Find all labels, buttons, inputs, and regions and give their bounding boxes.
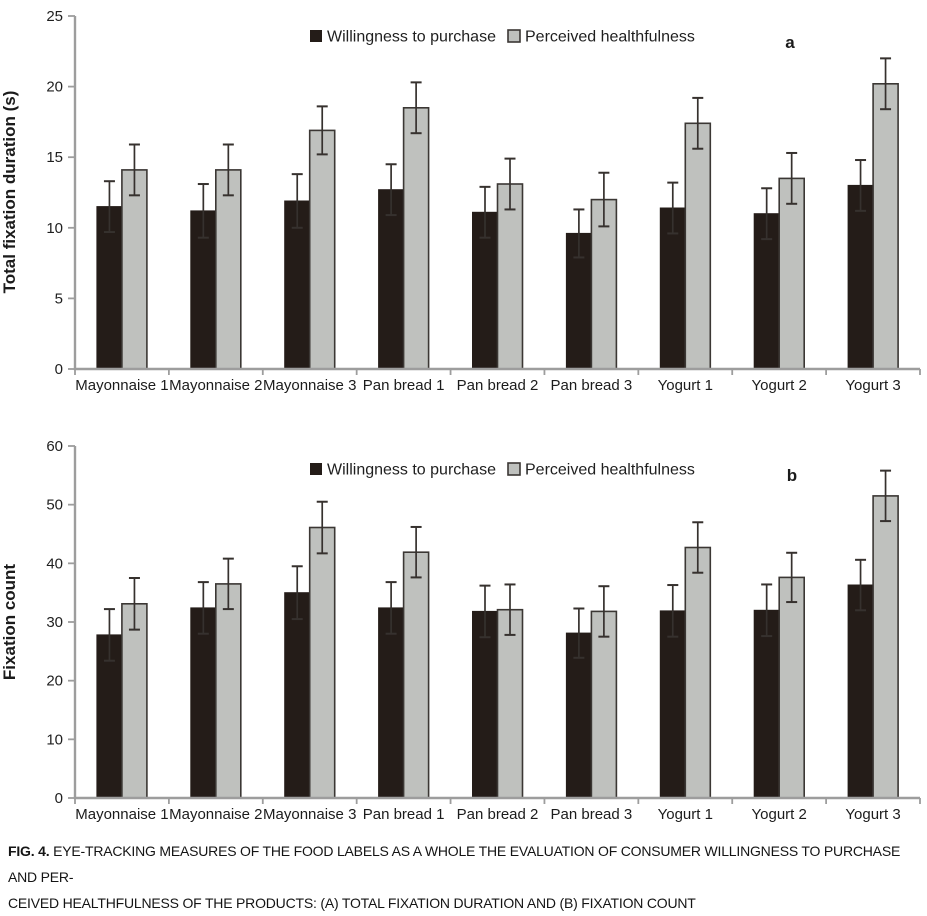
figure-number: FIG. 4. [8, 843, 50, 859]
bar-perceived-healthfulness-yogurt-1 [684, 122, 712, 370]
y-tick-label-a-0: 0 [55, 361, 63, 378]
legend-swatch-willingness [310, 463, 322, 475]
bar-willingness-to-purchase-pan-bread-1 [378, 607, 405, 799]
bar-perceived-healthfulness-mayonnaise-3 [308, 526, 336, 799]
y-tick-label-b-40: 40 [46, 555, 63, 572]
bar-perceived-healthfulness-yogurt-3 [872, 83, 899, 370]
y-tick-label-a-20: 20 [46, 79, 63, 96]
category-label-pan-bread-3: Pan bread 3 [551, 806, 633, 823]
y-axis-title-b: Fixation count [0, 564, 19, 681]
panel-letter-a: a [785, 33, 795, 52]
legend-b: Willingness to purchase Perceived health… [310, 462, 695, 479]
y-tick-label-b-50: 50 [46, 497, 63, 514]
bar-perceived-healthfulness-pan-bread-1 [402, 551, 430, 799]
panel-letter-b: b [787, 466, 797, 485]
y-tick-label-a-25: 25 [46, 8, 63, 25]
legend-label-willingness: Willingness to purchase [327, 462, 496, 479]
category-label-mayonnaise-3: Mayonnaise 3 [263, 806, 356, 823]
legend-label-healthfulness: Perceived healthfulness [525, 462, 695, 479]
bar-perceived-healthfulness-mayonnaise-2 [215, 169, 242, 370]
category-label-pan-bread-2: Pan bread 2 [457, 377, 539, 394]
bar-perceived-healthfulness-pan-bread-2 [496, 183, 524, 370]
panel-b-chart: Fixation count Willingness to purchase P… [0, 438, 921, 823]
bar-willingness-to-purchase-yogurt-3 [847, 584, 874, 799]
y-tick-label-b-60: 60 [46, 438, 63, 455]
y-axis-title-a: Total fixation duration (s) [0, 91, 19, 294]
bar-perceived-healthfulness-pan-bread-3 [590, 610, 618, 799]
bar-willingness-to-purchase-yogurt-1 [659, 610, 686, 799]
category-label-yogurt-1: Yogurt 1 [658, 806, 713, 823]
category-label-yogurt-3: Yogurt 3 [845, 377, 900, 394]
category-label-yogurt-2: Yogurt 2 [752, 377, 807, 394]
caption-line-2: CEIVED HEALTHFULNESS OF THE PRODUCTS: (A… [8, 890, 917, 916]
bar-perceived-healthfulness-pan-bread-2 [496, 608, 524, 799]
bar-perceived-healthfulness-pan-bread-3 [590, 198, 618, 370]
bar-willingness-to-purchase-yogurt-3 [847, 184, 874, 370]
legend-swatch-healthfulness [507, 462, 521, 476]
bar-willingness-to-purchase-pan-bread-1 [378, 189, 405, 370]
bar-willingness-to-purchase-mayonnaise-2 [190, 607, 217, 799]
legend-a: Willingness to purchase Perceived health… [310, 29, 695, 46]
bar-perceived-healthfulness-mayonnaise-3 [308, 129, 336, 370]
legend-swatch-willingness [310, 30, 322, 42]
bar-willingness-to-purchase-mayonnaise-1 [96, 206, 123, 370]
bar-perceived-healthfulness-pan-bread-1 [402, 107, 430, 370]
legend-label-healthfulness: Perceived healthfulness [525, 29, 695, 46]
category-label-pan-bread-2: Pan bread 2 [457, 806, 539, 823]
y-tick-label-b-10: 10 [46, 731, 63, 748]
figure-caption: FIG. 4. EYE-TRACKING MEASURES OF THE FOO… [0, 830, 927, 916]
category-label-mayonnaise-1: Mayonnaise 1 [75, 806, 168, 823]
bar-perceived-healthfulness-mayonnaise-2 [215, 583, 242, 799]
category-label-mayonnaise-1: Mayonnaise 1 [75, 377, 168, 394]
y-tick-label-b-0: 0 [55, 790, 63, 807]
caption-line-1: FIG. 4. EYE-TRACKING MEASURES OF THE FOO… [8, 838, 917, 890]
category-label-yogurt-2: Yogurt 2 [752, 806, 807, 823]
bar-willingness-to-purchase-mayonnaise-3 [284, 592, 311, 799]
caption-text-1: EYE-TRACKING MEASURES OF THE FOOD LABELS… [8, 843, 901, 885]
y-tick-label-b-20: 20 [46, 673, 63, 690]
category-label-mayonnaise-3: Mayonnaise 3 [263, 377, 356, 394]
category-label-pan-bread-1: Pan bread 1 [363, 377, 445, 394]
bar-perceived-healthfulness-mayonnaise-1 [121, 603, 148, 799]
legend-label-willingness: Willingness to purchase [327, 29, 496, 46]
legend-swatch-healthfulness [507, 29, 521, 43]
bar-perceived-healthfulness-yogurt-2 [778, 177, 806, 370]
bar-willingness-to-purchase-yogurt-2 [753, 609, 780, 799]
category-label-yogurt-1: Yogurt 1 [658, 377, 713, 394]
bar-perceived-healthfulness-yogurt-2 [778, 576, 806, 799]
bar-willingness-to-purchase-pan-bread-2 [472, 610, 498, 799]
y-tick-label-b-30: 30 [46, 614, 63, 631]
panel-a-chart: Total fixation duration (s) Willingness … [0, 8, 921, 394]
category-label-pan-bread-3: Pan bread 3 [551, 377, 633, 394]
y-tick-label-a-5: 5 [55, 290, 63, 307]
caption-text-2: CEIVED HEALTHFULNESS OF THE PRODUCTS: (A… [8, 895, 696, 911]
category-label-mayonnaise-2: Mayonnaise 2 [169, 377, 262, 394]
bar-perceived-healthfulness-yogurt-3 [872, 495, 899, 799]
plot-area-a: 0 5 10 15 20 25 Mayonnaise 1 Mayonnaise 2 Mayonn… [46, 8, 921, 394]
plot-area-b: 0 10 20 30 40 50 60 Mayonnaise 1 Mayonnaise 2 May… [46, 438, 921, 823]
bar-willingness-to-purchase-yogurt-1 [659, 207, 686, 370]
category-label-yogurt-3: Yogurt 3 [845, 806, 900, 823]
category-label-pan-bread-1: Pan bread 1 [363, 806, 445, 823]
y-tick-label-a-15: 15 [46, 149, 63, 166]
bar-perceived-healthfulness-yogurt-1 [684, 546, 712, 799]
category-label-mayonnaise-2: Mayonnaise 2 [169, 806, 262, 823]
y-tick-label-a-10: 10 [46, 220, 63, 237]
bar-perceived-healthfulness-mayonnaise-1 [121, 169, 148, 370]
